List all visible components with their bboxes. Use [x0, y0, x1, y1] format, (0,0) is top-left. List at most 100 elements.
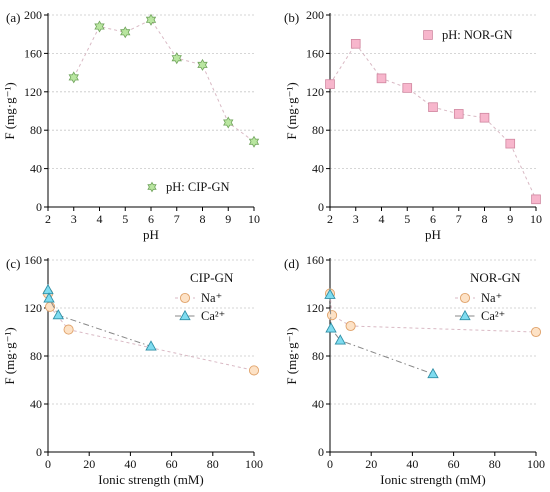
data-point-circle	[248, 365, 260, 376]
data-point-square	[428, 102, 438, 112]
series-line-2	[47, 289, 152, 347]
legend-label: Ca²⁺	[481, 309, 505, 323]
y-tick-label: 0	[318, 445, 324, 459]
x-tick-label: 3	[353, 212, 359, 226]
data-point-star	[248, 135, 260, 148]
x-tick-label: 60	[166, 457, 178, 471]
x-tick-label: 2	[45, 212, 51, 226]
x-tick-label: 80	[207, 457, 219, 471]
data-point-square	[479, 112, 490, 123]
y-tick-label: 160	[306, 253, 324, 267]
y-tick-label: 160	[24, 46, 42, 60]
series-line-1	[329, 42, 537, 200]
data-point-circle	[63, 324, 74, 335]
chart-title: CIP-GN	[190, 270, 234, 285]
y-tick-label: 80	[30, 123, 42, 137]
data-point-square	[505, 138, 516, 149]
x-tick-label: 40	[124, 457, 136, 471]
chart-panel-4: 0 20 40 60 80 100 0 40 80 120 160 Ionic strength (m…	[284, 253, 545, 487]
series-line-1	[73, 19, 255, 143]
x-tick-label: 100	[527, 457, 545, 471]
x-tick-label: 20	[83, 457, 95, 471]
y-tick-label: 40	[312, 162, 324, 176]
data-point-square	[402, 83, 413, 93]
x-tick-label: 8	[200, 212, 206, 226]
y-tick-label: 80	[30, 349, 42, 363]
data-point-star	[171, 52, 182, 65]
legend-marker-circle	[179, 292, 191, 304]
series-line-2	[329, 294, 434, 375]
legend-label: Na⁺	[481, 291, 502, 305]
panel-label: (d)	[284, 256, 299, 271]
data-point-star	[145, 13, 157, 26]
data-point-triangle	[43, 292, 55, 303]
x-axis-label: pH	[143, 227, 159, 242]
data-point-square	[376, 73, 387, 84]
y-tick-label: 0	[318, 200, 324, 214]
x-axis-label: pH	[425, 227, 441, 242]
chart-title: NOR-GN	[470, 270, 521, 285]
x-tick-label: 6	[148, 212, 154, 226]
y-tick-label: 200	[24, 8, 42, 22]
y-axis-label: F (mg·g⁻¹)	[2, 82, 17, 139]
x-tick-label: 10	[530, 212, 542, 226]
x-tick-label: 20	[365, 457, 377, 471]
legend-marker-circle	[459, 292, 471, 304]
data-point-star	[120, 26, 131, 39]
series-line-1	[47, 293, 255, 371]
x-tick-label: 5	[122, 212, 128, 226]
data-point-square	[531, 194, 541, 205]
data-point-triangle	[42, 283, 54, 295]
y-tick-label: 200	[306, 8, 324, 22]
legend-label: pH: CIP-GN	[166, 180, 230, 194]
x-tick-label: 9	[225, 212, 231, 226]
x-tick-label: 5	[404, 212, 410, 226]
data-point-triangle	[324, 288, 336, 299]
y-tick-label: 160	[24, 253, 42, 267]
chart-panel-3: 0 20 40 60 80 100 0 40 80 120 160 Ionic strength (m…	[2, 253, 263, 487]
data-point-triangle	[325, 322, 337, 333]
y-tick-label: 120	[306, 301, 324, 315]
data-point-triangle	[334, 334, 347, 345]
panel-label: (a)	[6, 10, 20, 25]
x-axis-label: Ionic strength (mM)	[98, 472, 203, 487]
x-tick-label: 80	[489, 457, 501, 471]
x-tick-label: 60	[448, 457, 460, 471]
chart-panel-2: 2 3 4 5 6 7 8 9 10 0 40 80 120 160 200 pH F (mg·g⁻¹) (b) p…	[284, 8, 542, 242]
x-tick-label: 2	[327, 212, 333, 226]
data-point-square	[350, 39, 361, 49]
y-tick-label: 0	[36, 200, 42, 214]
legend-label: Na⁺	[201, 291, 222, 305]
x-tick-label: 0	[327, 457, 333, 471]
y-tick-label: 120	[24, 85, 42, 99]
data-point-star	[223, 116, 234, 129]
data-point-circle	[327, 310, 338, 321]
data-point-triangle	[145, 340, 157, 351]
x-tick-label: 4	[97, 212, 103, 226]
legend-marker-triangle	[179, 309, 191, 321]
x-axis-label: Ionic strength (mM)	[380, 472, 485, 487]
y-tick-label: 120	[306, 85, 324, 99]
x-tick-label: 100	[245, 457, 263, 471]
data-point-star	[197, 58, 208, 71]
x-tick-label: 3	[71, 212, 77, 226]
x-tick-label: 7	[456, 212, 462, 226]
y-tick-label: 40	[30, 397, 42, 411]
y-tick-label: 80	[312, 349, 324, 363]
data-point-circle	[530, 326, 542, 338]
data-point-circle	[345, 320, 356, 332]
x-tick-label: 10	[248, 212, 260, 226]
x-tick-label: 4	[379, 212, 385, 226]
legend-marker-square	[423, 30, 433, 40]
series-line-1	[329, 293, 537, 333]
x-tick-label: 7	[174, 212, 180, 226]
y-tick-label: 120	[24, 301, 42, 315]
y-tick-label: 40	[30, 162, 42, 176]
x-tick-label: 0	[45, 457, 51, 471]
legend-marker-triangle	[459, 309, 471, 321]
y-tick-label: 40	[312, 397, 324, 411]
y-axis-label: F (mg·g⁻¹)	[284, 82, 299, 139]
data-point-triangle	[427, 367, 439, 379]
data-point-square	[325, 79, 335, 89]
